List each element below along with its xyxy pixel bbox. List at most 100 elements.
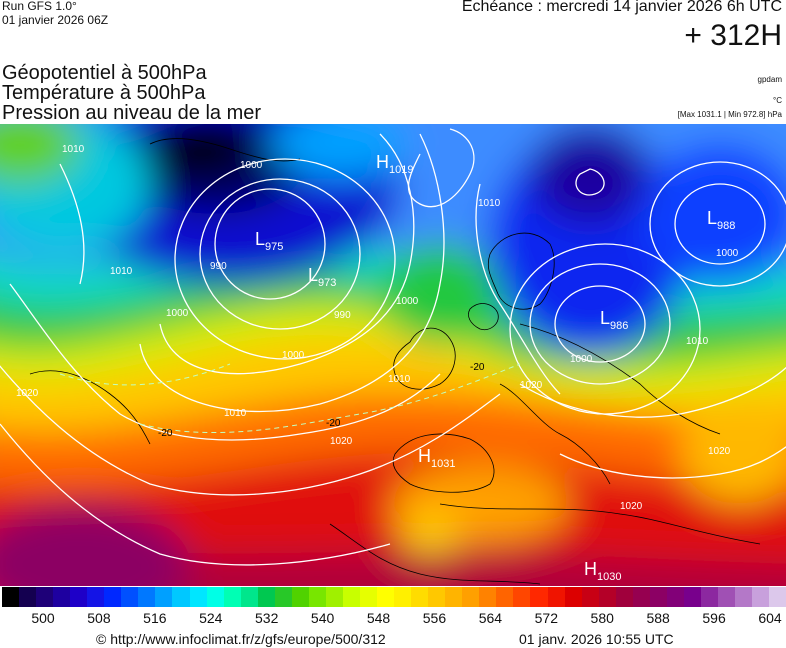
color-swatch — [53, 587, 71, 607]
color-swatch — [462, 587, 480, 607]
isobar-label: 1010 — [224, 408, 247, 419]
variable-pressure: Pression au niveau de la mer — [2, 102, 262, 124]
color-swatch — [155, 587, 173, 607]
coastlines — [29, 138, 761, 585]
isobar-label: 1000 — [166, 308, 189, 319]
isobar-label: 990 — [334, 310, 351, 321]
weather-map: 1010 1000 990 1000 1010 1020 1020 1000 1… — [0, 124, 786, 586]
color-swatch — [189, 587, 207, 607]
isobar-label: 1000 — [570, 354, 593, 365]
color-swatch — [104, 587, 122, 607]
color-scale-tick: 596 — [702, 610, 726, 626]
isobar-label: 1000 — [716, 248, 739, 259]
color-swatch — [240, 587, 258, 607]
pressure-range: [Max 1031.1 | Min 972.8] hPa — [677, 110, 782, 119]
low-center: L973 — [308, 265, 336, 289]
color-swatch — [87, 587, 105, 607]
isobar-label: 1020 — [330, 436, 353, 447]
low-center: L986 — [600, 308, 628, 332]
color-swatch — [19, 587, 37, 607]
isobar-label: 1010 — [110, 266, 133, 277]
color-swatch — [530, 587, 548, 607]
color-swatch — [138, 587, 156, 607]
color-scale-tick: 532 — [255, 610, 279, 626]
color-scale-tick: 548 — [366, 610, 391, 626]
color-swatch — [683, 587, 701, 607]
high-center: H1019 — [376, 152, 413, 176]
color-swatch — [36, 587, 54, 607]
isobar-label: 1010 — [388, 374, 411, 385]
color-scale-bar — [2, 587, 786, 607]
color-swatch — [752, 587, 770, 607]
isobar-labels: 1010 1000 990 1000 1010 1020 1020 1000 1… — [16, 144, 739, 512]
isobar-label: 990 — [210, 261, 227, 272]
color-swatch — [615, 587, 633, 607]
color-swatch — [223, 587, 241, 607]
temperature-labels: -20 -20 -20 — [158, 362, 485, 439]
color-scale-tick: 588 — [646, 610, 670, 626]
color-scale-tick: 524 — [199, 610, 223, 626]
low-center: L988 — [707, 208, 735, 232]
color-swatch — [547, 587, 565, 607]
generated-timestamp: 01 janv. 2026 10:55 UTC — [519, 631, 674, 647]
color-swatch — [598, 587, 616, 607]
color-scale-ticks: 500 508 516 524 532 540 548 556 564 572 580 588 596 6… — [0, 610, 786, 628]
color-scale-tick: 508 — [87, 610, 111, 626]
color-swatch — [445, 587, 463, 607]
color-scale-tick: 500 — [31, 610, 55, 626]
color-swatch — [377, 587, 395, 607]
temp-label: -20 — [326, 418, 341, 429]
color-swatch — [666, 587, 684, 607]
pressure-centers: H1019 L975 L973 L986 L988 H1031 H1030 — [255, 152, 735, 583]
isobars — [0, 128, 786, 566]
color-swatch — [121, 587, 139, 607]
isobar-label: 1020 — [708, 446, 731, 457]
color-swatch — [428, 587, 446, 607]
color-scale-tick: 516 — [143, 610, 167, 626]
unit-temperature: °C — [773, 96, 782, 105]
color-swatch — [172, 587, 190, 607]
color-swatch — [394, 587, 412, 607]
isobar-label: 1020 — [620, 501, 643, 512]
color-swatch — [325, 587, 343, 607]
color-swatch — [206, 587, 224, 607]
map-canvas: 1010 1000 990 1000 1010 1020 1020 1000 1… — [0, 124, 786, 586]
unit-geopotential: gpdam — [757, 75, 782, 84]
temperature-contours — [59, 363, 521, 434]
color-swatch — [359, 587, 378, 607]
color-swatch — [632, 587, 650, 607]
variable-geopotential: Géopotentiel à 500hPa — [2, 62, 207, 84]
color-swatch — [342, 587, 360, 607]
color-swatch — [735, 587, 753, 607]
color-swatch — [70, 587, 88, 607]
isobar-label: 1020 — [520, 380, 543, 391]
variable-temperature: Température à 500hPa — [2, 82, 206, 104]
low-center: L975 — [255, 229, 283, 253]
isobar-label: 1010 — [478, 198, 501, 209]
color-scale-tick: 580 — [590, 610, 614, 626]
color-scale-tick: 556 — [422, 610, 447, 626]
isobar-label: 1010 — [62, 144, 85, 155]
color-swatch — [564, 587, 582, 607]
color-swatch — [274, 587, 292, 607]
color-swatch — [769, 587, 786, 607]
color-swatch — [411, 587, 429, 607]
temp-label: -20 — [158, 428, 173, 439]
color-scale-tick: 540 — [310, 610, 335, 626]
color-scale-tick: 604 — [758, 610, 782, 626]
color-swatch — [496, 587, 514, 607]
color-scale-tick: 564 — [478, 610, 503, 626]
isobar-label: 1000 — [240, 160, 263, 171]
color-swatch — [700, 587, 718, 607]
model-run-label: Run GFS 1.0° — [2, 0, 77, 13]
isobar-label: 1010 — [686, 336, 709, 347]
run-date: 01 janvier 2026 06Z — [2, 13, 109, 27]
forecast-validity: Echéance : mercredi 14 janvier 2026 6h U… — [461, 0, 782, 15]
source-url: © http://www.infoclimat.fr/z/gfs/europe/… — [96, 631, 386, 647]
color-swatch — [291, 587, 309, 607]
temp-label: -20 — [470, 362, 485, 373]
forecast-hour: + 312H — [684, 19, 782, 52]
color-swatch — [513, 587, 531, 607]
color-swatch — [581, 587, 599, 607]
color-swatch — [308, 587, 326, 607]
